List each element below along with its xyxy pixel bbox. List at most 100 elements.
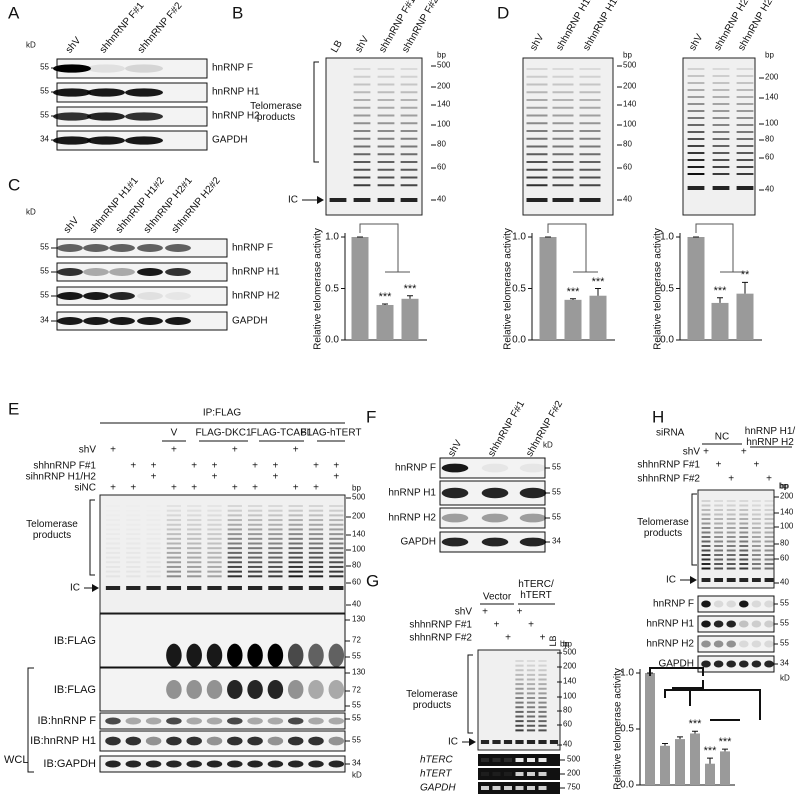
ladder-band	[268, 509, 283, 512]
significance: **	[740, 269, 750, 282]
ladder-band	[247, 523, 263, 526]
y-tick-label: 0.5	[325, 283, 339, 294]
ladder-band	[538, 683, 547, 686]
ladder-band	[538, 701, 547, 704]
ladder-band	[353, 68, 371, 70]
band	[109, 292, 135, 300]
arrow-head	[317, 196, 324, 204]
ladder-band	[247, 519, 263, 522]
ladder-label: 140	[623, 99, 637, 109]
ladder-band	[526, 161, 548, 163]
blot-label: IB:FLAG	[53, 634, 96, 647]
ladder-band	[736, 82, 754, 84]
ladder-band	[166, 551, 182, 554]
ladder-band	[207, 542, 222, 545]
ladder-band	[288, 505, 303, 507]
band-label: hnRNP H1	[388, 487, 436, 499]
ladder-band	[739, 554, 749, 556]
y-axis-label: Relative telomerase activity	[612, 668, 624, 790]
ladder-band	[712, 75, 730, 77]
band	[519, 463, 547, 473]
ladder-band	[764, 518, 774, 520]
ladder-band	[166, 556, 182, 559]
ladder-band	[515, 664, 524, 667]
ip-label: IP:FLAG	[202, 407, 242, 419]
y-tick-label: 0.0	[660, 334, 674, 346]
pcr-band	[492, 786, 501, 790]
gel	[99, 494, 346, 614]
ladder-band	[526, 122, 548, 125]
ladder-band	[736, 152, 754, 154]
bar	[687, 237, 705, 340]
marker-label: 55	[352, 735, 361, 745]
ladder-band	[538, 720, 547, 723]
ic-band	[227, 586, 242, 590]
blot-label: IB:hnRNP F	[37, 714, 97, 727]
ladder-band	[106, 505, 120, 507]
ladder-band	[329, 537, 344, 540]
band	[165, 244, 191, 252]
ladder-band	[353, 137, 371, 140]
ladder-band	[714, 554, 724, 556]
ladder-band	[146, 510, 160, 512]
ladder-band	[726, 554, 736, 556]
ladder-band	[227, 533, 242, 536]
band	[53, 136, 91, 145]
ladder-band	[739, 567, 749, 570]
bar	[711, 302, 729, 340]
pcr-band	[515, 786, 524, 790]
significance: ***	[718, 736, 732, 749]
plus: +	[252, 482, 259, 494]
arrow-head	[92, 584, 99, 592]
plus: +	[252, 460, 259, 472]
plus: +	[170, 482, 177, 494]
ladder-band	[308, 542, 324, 545]
ladder-band	[751, 545, 761, 547]
ladder-band	[552, 68, 574, 70]
ladder-band	[552, 75, 574, 78]
ladder-band	[515, 687, 524, 690]
ladder-band	[288, 570, 303, 573]
ic-band	[353, 198, 371, 202]
ladder-band	[126, 575, 141, 578]
band	[267, 736, 284, 746]
ladder-band	[268, 570, 283, 573]
gel	[477, 649, 561, 751]
marker-label: 500	[567, 754, 581, 764]
ladder-band	[288, 565, 303, 568]
row-label: shV	[682, 446, 700, 458]
group-label: hnRNP H1/ hnRNP H2	[744, 426, 796, 448]
ladder-band	[712, 152, 730, 154]
ladder-band	[515, 701, 524, 704]
ladder-band	[751, 558, 761, 561]
ladder-band	[764, 545, 774, 547]
band	[83, 292, 109, 300]
ladder-band	[701, 545, 711, 547]
band	[227, 643, 243, 668]
ladder-band	[268, 565, 283, 568]
ladder-band	[308, 575, 324, 578]
band	[227, 760, 243, 768]
ladder-label: 40	[563, 739, 572, 749]
ladder-band	[739, 536, 749, 538]
band-label: hnRNP F	[395, 462, 436, 474]
plus: +	[231, 482, 238, 494]
blot	[99, 613, 346, 668]
ladder-band	[552, 161, 574, 163]
ladder-band	[526, 697, 536, 699]
products-label: Telomerase products	[250, 101, 302, 123]
ladder-band	[538, 664, 547, 667]
ladder-band	[288, 547, 303, 550]
ladder-band	[736, 138, 754, 140]
ladder-band	[712, 96, 730, 98]
ladder-band	[538, 706, 547, 709]
ic-band	[146, 586, 161, 590]
ladder-band	[687, 173, 705, 175]
ladder-band	[247, 547, 263, 550]
ladder-band	[106, 524, 120, 526]
ic-band	[288, 586, 303, 590]
products-label: Telomerase products	[406, 689, 458, 711]
plus: +	[231, 444, 238, 456]
ladder-band	[400, 137, 418, 140]
